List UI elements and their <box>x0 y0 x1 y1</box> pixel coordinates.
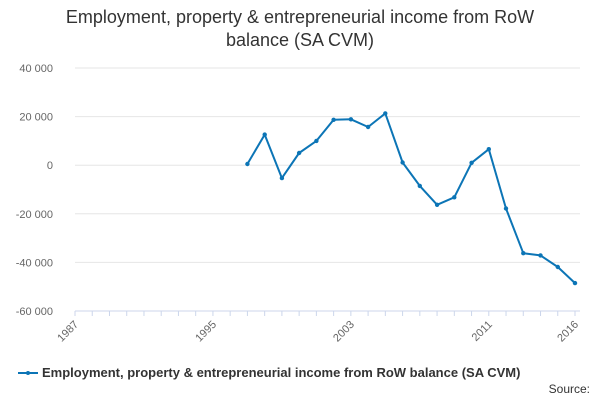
x-tick-label: 2016 <box>555 319 581 345</box>
data-point <box>469 160 474 165</box>
data-point <box>572 280 578 286</box>
y-tick-label: 0 <box>47 160 53 172</box>
data-point <box>383 111 388 116</box>
y-tick-label: 40 000 <box>19 63 53 75</box>
source-label: Source: <box>548 382 590 396</box>
data-point <box>279 175 285 181</box>
data-point <box>503 206 509 211</box>
chart-title-line-1: Employment, property & entrepreneurial i… <box>65 7 535 27</box>
series-line <box>246 112 576 284</box>
x-tick-label: 2011 <box>470 319 495 344</box>
data-point <box>417 183 422 189</box>
legend-label: Employment, property & entrepreneurial i… <box>42 365 521 380</box>
data-point <box>555 264 560 270</box>
data-point <box>434 202 440 207</box>
y-tick-label: -20 000 <box>16 209 53 221</box>
legend-marker-icon <box>18 367 38 379</box>
data-point <box>452 195 457 200</box>
y-tick-label: 20 000 <box>19 112 53 124</box>
x-tick-label: 1995 <box>193 319 219 345</box>
data-point <box>296 150 302 156</box>
chart-title-line-2: balance (SA CVM) <box>225 30 375 50</box>
legend[interactable]: Employment, property & entrepreneurial i… <box>18 365 598 380</box>
data-point <box>486 147 491 152</box>
y-tick-label: -60 000 <box>16 306 53 318</box>
data-point <box>245 161 250 167</box>
data-point <box>262 132 267 137</box>
x-tick-label: 2003 <box>331 319 357 345</box>
data-point <box>331 117 336 123</box>
data-point <box>365 124 371 130</box>
data-point <box>521 251 526 256</box>
data-point <box>400 160 405 165</box>
chart-title: Employment, property & entrepreneurial i… <box>0 6 600 52</box>
data-point <box>348 117 354 122</box>
data-point <box>314 138 319 144</box>
data-point <box>538 253 543 258</box>
y-tick-label: -40 000 <box>16 257 53 269</box>
x-tick-label: 1987 <box>55 319 81 345</box>
